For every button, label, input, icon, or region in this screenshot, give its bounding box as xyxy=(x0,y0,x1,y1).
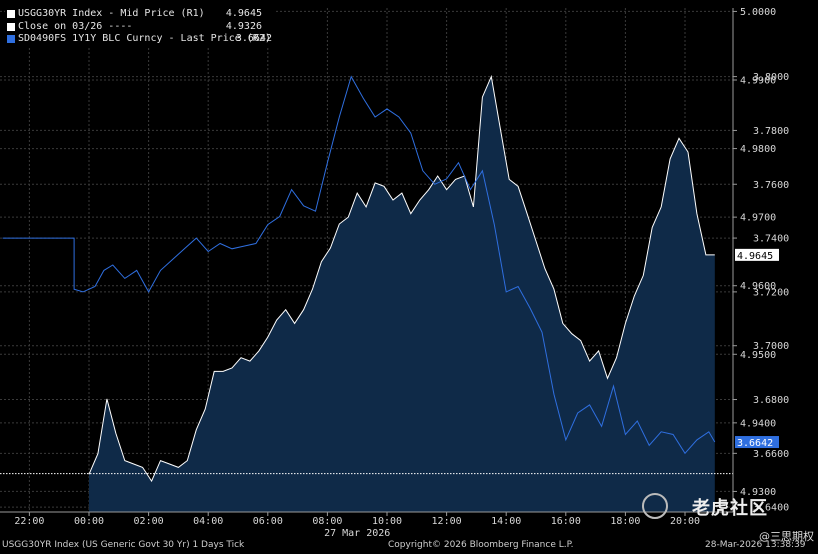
y-tick-label-r2: 3.6800 xyxy=(753,395,789,406)
yield-area-fill xyxy=(89,76,715,512)
legend-label: USGG30YR Index - Mid Price (R1) xyxy=(18,8,205,19)
y-tick-label-r1: 4.9600 xyxy=(740,281,776,292)
x-tick-label: 18:00 xyxy=(610,516,640,527)
last-value-tag xyxy=(735,436,779,449)
y-tick-label-r1: 4.9900 xyxy=(740,76,776,87)
y-tick-label-r1: 4.9400 xyxy=(740,418,776,429)
y-tick-label-r2: 3.8000 xyxy=(753,72,789,83)
chart-legend: USGG30YR Index - Mid Price (R1) 4.9645 C… xyxy=(5,7,276,48)
footer-copyright: Copyright© 2026 Bloomberg Finance L.P. xyxy=(388,540,574,550)
legend-item-yield: USGG30YR Index - Mid Price (R1) 4.9645 xyxy=(7,8,272,21)
footer-security: USGG30YR Index (US Generic Govt 30 Yr) 1… xyxy=(2,540,245,550)
x-tick-label: 12:00 xyxy=(432,516,462,527)
y-tick-label-r2: 3.6400 xyxy=(753,503,789,514)
legend-label: SD0490FS 1Y1Y BLC Curncy - Last Price (R… xyxy=(18,33,271,44)
y-tick-label-r2: 3.7000 xyxy=(753,341,789,352)
watermark-logo xyxy=(642,493,668,519)
x-date-label: 27 Mar 2026 xyxy=(324,528,390,538)
x-tick-label: 06:00 xyxy=(253,516,283,527)
legend-value: 4.9326 xyxy=(225,20,262,32)
x-tick-label: 00:00 xyxy=(74,516,104,527)
x-tick-label: 04:00 xyxy=(193,516,223,527)
footer-timestamp: 28-Mar-2026 13:38:39 xyxy=(705,540,806,550)
x-tick-label: 16:00 xyxy=(551,516,581,527)
y-tick-label-r2: 3.7200 xyxy=(753,287,789,298)
legend-swatch-blue xyxy=(7,35,15,44)
legend-label: Close on 03/26 ---- xyxy=(18,20,133,32)
y-tick-label-r1: 4.9300 xyxy=(740,487,776,498)
chart-footer: USGG30YR Index (US Generic Govt 30 Yr) 1… xyxy=(0,538,818,554)
y-tick-label-r1: 5.0000 xyxy=(740,7,776,18)
yield-line xyxy=(88,74,715,483)
y-tick-label-r2: 3.6600 xyxy=(753,449,789,460)
last-value-label: 4.9645 xyxy=(737,251,773,262)
last-value-tag xyxy=(735,248,779,261)
legend-item-swap: SD0490FS 1Y1Y BLC Curncy - Last Price (R… xyxy=(7,33,272,46)
x-tick-label: 20:00 xyxy=(670,516,700,527)
watermark-handle: @三思期权 xyxy=(759,530,814,543)
chart-canvas: 4.9300 4.9400 4.9500 4.9600 4.9700 4.9800 4.99… xyxy=(0,7,789,538)
y-tick-label-r2: 3.7800 xyxy=(753,126,789,137)
y-tick-label-r1: 4.9700 xyxy=(740,213,776,224)
x-tick-label: 14:00 xyxy=(491,516,521,527)
last-value-label: 3.6642 xyxy=(737,438,773,449)
x-tick-label: 10:00 xyxy=(372,516,402,527)
legend-item-close: Close on 03/26 ---- 4.9326 xyxy=(7,21,272,34)
x-tick-label: 22:00 xyxy=(14,516,44,527)
legend-swatch-white xyxy=(7,22,15,31)
y-tick-label-r2: 3.7400 xyxy=(753,234,789,245)
y-tick-label-r2: 3.7600 xyxy=(753,180,789,191)
legend-value: 4.9645 xyxy=(225,8,262,19)
y-tick-label-r1: 4.9800 xyxy=(740,144,776,155)
x-tick-label: 02:00 xyxy=(134,516,164,527)
watermark-text: 老虎社区 xyxy=(692,498,768,519)
legend-value: 3.6642 xyxy=(235,33,272,44)
swap-rate-line xyxy=(2,75,716,455)
legend-swatch-white xyxy=(7,10,15,19)
y-tick-label-r1: 4.9500 xyxy=(740,350,776,361)
x-tick-label: 08:00 xyxy=(312,516,342,527)
